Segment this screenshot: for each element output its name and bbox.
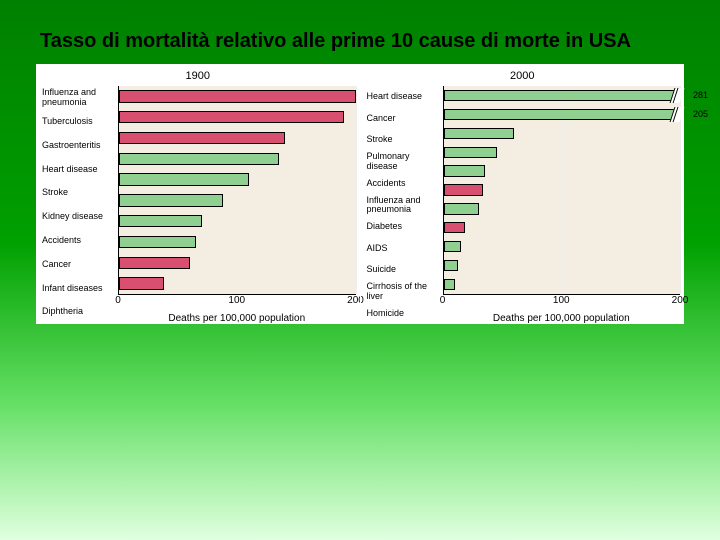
x-tick: 0 <box>440 295 446 306</box>
bar <box>119 194 223 206</box>
value-label: 205 <box>693 109 708 119</box>
bar-slot <box>119 252 356 273</box>
bar-slot <box>444 162 681 181</box>
y-label: Accidents <box>365 173 443 195</box>
bar-slot: 281 <box>444 86 681 105</box>
y-label: Infant diseases <box>40 276 118 300</box>
bar <box>444 128 515 139</box>
bar-slot: 205 <box>444 105 681 124</box>
bar <box>119 257 190 269</box>
bar <box>119 277 164 289</box>
y-label: Homicide <box>365 302 443 324</box>
plot-area <box>118 86 356 295</box>
bar <box>444 203 479 214</box>
plot-row: Heart diseaseCancerStrokePulmonary disea… <box>365 86 681 324</box>
y-label: Stroke <box>40 181 118 205</box>
panel-title: 1900 <box>40 70 356 82</box>
x-tick: 100 <box>228 295 245 306</box>
bars <box>119 86 356 294</box>
bar <box>444 147 497 158</box>
bar <box>119 153 279 165</box>
bar-slot <box>119 273 356 294</box>
bar <box>119 236 196 248</box>
x-tick: 0 <box>115 295 121 306</box>
bar-slot <box>119 190 356 211</box>
charts-container: 1900Influenza and pneumoniaTuberculosisG… <box>36 64 684 324</box>
bar <box>119 111 344 123</box>
bar <box>444 184 483 195</box>
x-tick: 100 <box>553 295 570 306</box>
y-labels: Influenza and pneumoniaTuberculosisGastr… <box>40 86 118 324</box>
x-axis-title: Deaths per 100,000 population <box>118 313 356 324</box>
plot-area: 281205 <box>443 86 681 295</box>
bar <box>444 241 462 252</box>
y-label: Diabetes <box>365 216 443 238</box>
bar <box>444 222 465 233</box>
bar-slot <box>119 148 356 169</box>
bar-slot <box>444 199 681 218</box>
bar <box>444 109 681 120</box>
y-label: Diphtheria <box>40 300 118 324</box>
x-axis: 0100200 <box>118 295 356 311</box>
bar-slot <box>119 211 356 232</box>
bar <box>444 279 456 290</box>
bar-slot <box>444 218 681 237</box>
bar <box>119 173 249 185</box>
bar-slot <box>444 181 681 200</box>
gridline <box>356 86 357 294</box>
bar <box>444 165 485 176</box>
bar <box>119 132 285 144</box>
bar-slot <box>119 232 356 253</box>
x-tick: 200 <box>672 295 689 306</box>
y-label: Cirrhosis of the liver <box>365 281 443 303</box>
chart-panel-1: 2000 Heart diseaseCancerStrokePulmonary d… <box>360 64 685 324</box>
y-label: Pulmonary disease <box>365 151 443 173</box>
bars: 281205 <box>444 86 681 294</box>
bar-slot <box>119 107 356 128</box>
x-axis-title: Deaths per 100,000 population <box>443 313 681 324</box>
chart-panel-0: 1900 Influenza and pneumoniaTuberculosisG… <box>36 64 360 324</box>
bar <box>444 90 681 101</box>
y-label: Tuberculosis <box>40 110 118 134</box>
bar-slot <box>119 169 356 190</box>
y-label: Gastroenteritis <box>40 134 118 158</box>
y-label: Influenza and pneumonia <box>40 86 118 110</box>
panel-title: 2000 <box>365 70 681 82</box>
bar-slot <box>444 256 681 275</box>
y-label: AIDS <box>365 237 443 259</box>
bar-slot <box>444 143 681 162</box>
y-label: Kidney disease <box>40 205 118 229</box>
y-labels: Heart diseaseCancerStrokePulmonary disea… <box>365 86 443 324</box>
y-label: Influenza and pneumonia <box>365 194 443 216</box>
bar <box>119 90 356 102</box>
y-label: Cancer <box>40 253 118 277</box>
plot-wrap: 2812050100200Deaths per 100,000 populati… <box>443 86 681 324</box>
plot-wrap: 0100200Deaths per 100,000 population <box>118 86 356 324</box>
bar-slot <box>119 86 356 107</box>
bar-slot <box>119 128 356 149</box>
bar-slot <box>444 124 681 143</box>
y-label: Cancer <box>365 108 443 130</box>
y-label: Stroke <box>365 129 443 151</box>
bar <box>119 215 202 227</box>
y-label: Accidents <box>40 229 118 253</box>
y-label: Suicide <box>365 259 443 281</box>
y-label: Heart disease <box>365 86 443 108</box>
page-title: Tasso di mortalità relativo alle prime 1… <box>40 30 680 53</box>
bar-slot <box>444 237 681 256</box>
y-label: Heart disease <box>40 157 118 181</box>
plot-row: Influenza and pneumoniaTuberculosisGastr… <box>40 86 356 324</box>
value-label: 281 <box>693 90 708 100</box>
bar <box>444 260 458 271</box>
bar-slot <box>444 275 681 294</box>
slide: Tasso di mortalità relativo alle prime 1… <box>0 0 720 540</box>
x-axis: 0100200 <box>443 295 681 311</box>
